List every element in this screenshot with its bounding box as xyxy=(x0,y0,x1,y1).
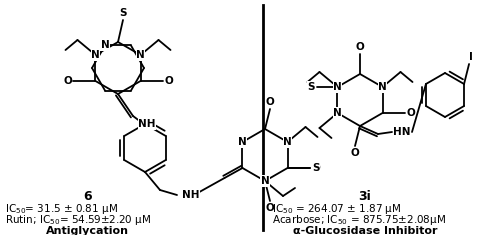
Text: IC$_{50}$ = 264.07 ± 1.87 μM: IC$_{50}$ = 264.07 ± 1.87 μM xyxy=(272,202,402,216)
Text: S: S xyxy=(312,163,320,173)
Text: N: N xyxy=(136,50,145,60)
Text: N: N xyxy=(91,50,100,60)
Text: O: O xyxy=(406,108,415,118)
Text: N: N xyxy=(100,40,110,51)
Text: α-Glucosidase Inhibitor: α-Glucosidase Inhibitor xyxy=(293,227,437,235)
Text: Acarbose; IC$_{50}$ = 875.75±2.08μM: Acarbose; IC$_{50}$ = 875.75±2.08μM xyxy=(272,213,446,227)
Text: IC$_{50}$= 31.5 ± 0.81 μM: IC$_{50}$= 31.5 ± 0.81 μM xyxy=(5,202,118,216)
Text: O: O xyxy=(164,76,173,86)
Text: O: O xyxy=(266,97,274,107)
Text: I: I xyxy=(469,52,473,62)
Text: NH: NH xyxy=(182,190,200,200)
Text: 6: 6 xyxy=(83,190,92,203)
Text: O: O xyxy=(266,203,274,213)
Text: N: N xyxy=(260,176,270,186)
Text: N: N xyxy=(378,82,387,92)
Text: Rutin; IC$_{50}$= 54.59±2.20 μM: Rutin; IC$_{50}$= 54.59±2.20 μM xyxy=(5,213,151,227)
Text: Antiglycation: Antiglycation xyxy=(46,227,129,235)
Text: O: O xyxy=(311,163,320,173)
Text: O: O xyxy=(63,76,72,86)
Text: NH: NH xyxy=(138,119,156,129)
Text: N: N xyxy=(283,137,292,147)
Text: N: N xyxy=(333,82,342,92)
Text: O: O xyxy=(350,148,360,158)
Text: N: N xyxy=(238,137,247,147)
Text: HN: HN xyxy=(393,127,411,137)
Text: O: O xyxy=(356,42,364,52)
Text: S: S xyxy=(308,82,315,92)
Text: S: S xyxy=(120,8,127,18)
Text: N: N xyxy=(333,108,342,118)
Text: 3i: 3i xyxy=(358,190,372,203)
